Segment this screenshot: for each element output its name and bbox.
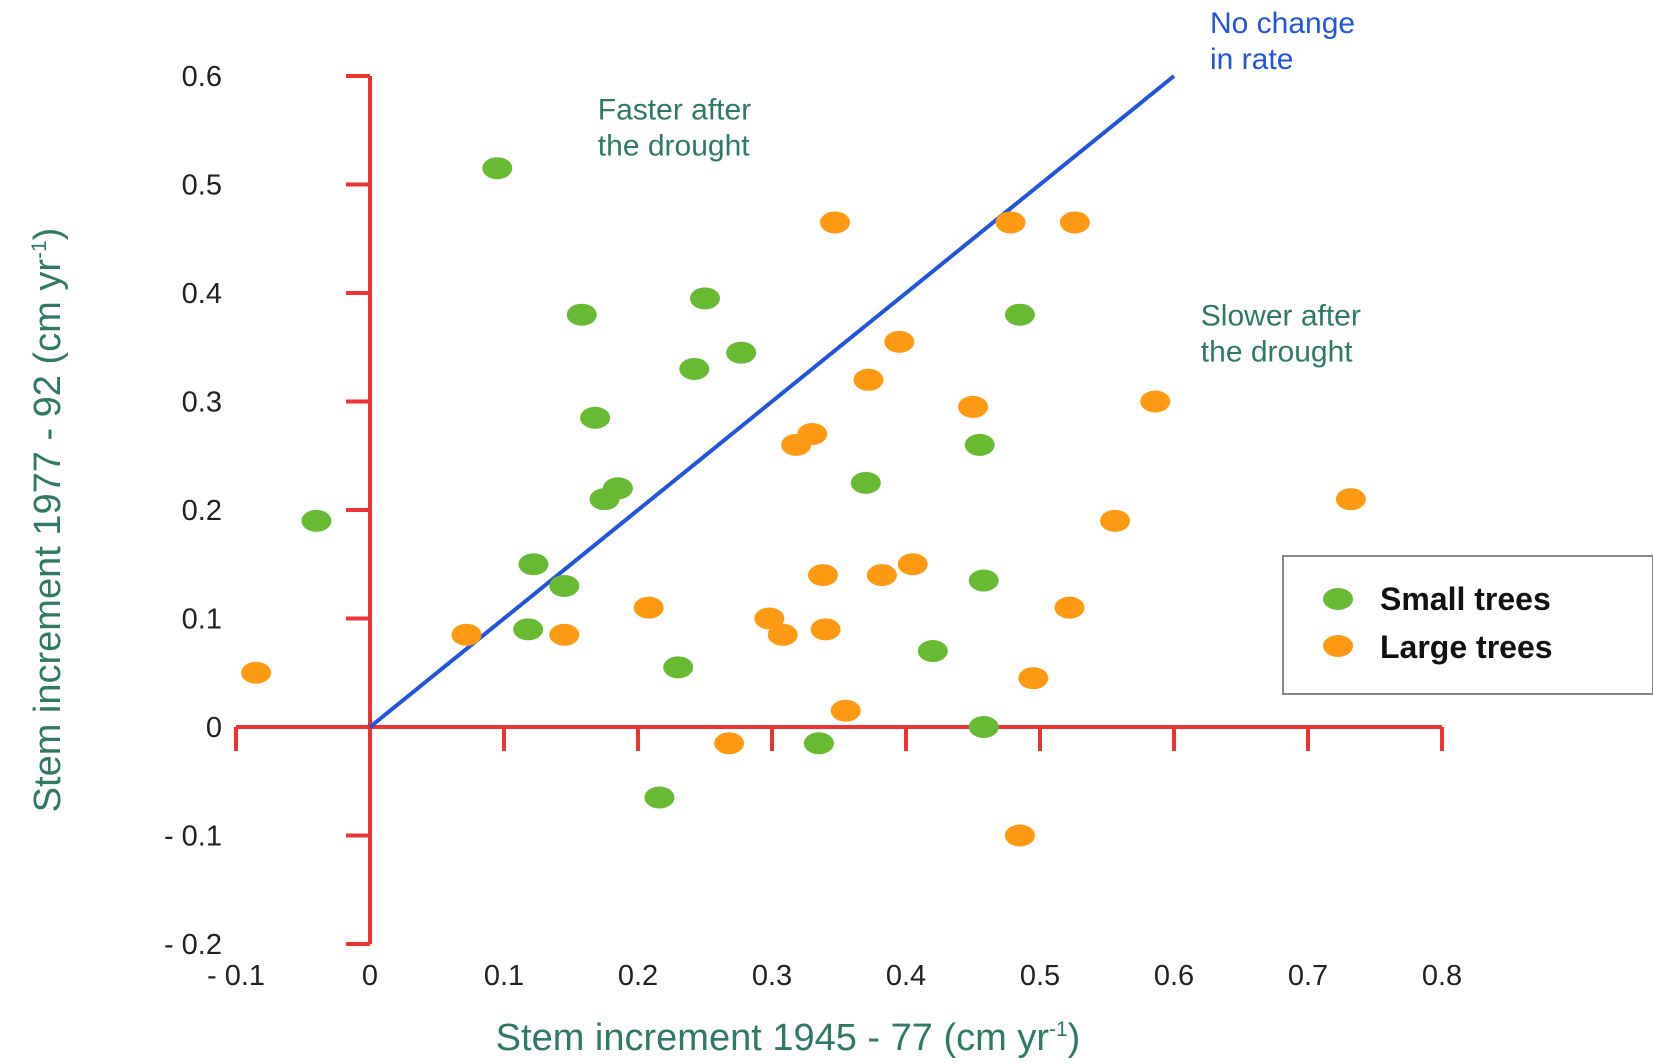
point-large-trees xyxy=(1004,824,1035,847)
legend-label-large-trees: Large trees xyxy=(1380,629,1553,665)
x-tick-label: 0.6 xyxy=(1154,960,1194,992)
point-large-trees xyxy=(797,423,828,446)
point-large-trees xyxy=(958,395,988,418)
point-large-trees xyxy=(451,623,482,646)
point-small-trees xyxy=(513,618,544,641)
annotations: Faster after the drought Slower after the d… xyxy=(598,93,1361,368)
data-points xyxy=(241,157,1366,847)
point-small-trees xyxy=(482,157,513,180)
point-large-trees xyxy=(1140,390,1171,413)
y-tick-label: 0.5 xyxy=(182,170,222,202)
point-small-trees xyxy=(850,471,881,494)
legend-marker-large-trees xyxy=(1323,635,1353,657)
point-large-trees xyxy=(1018,667,1049,690)
point-large-trees xyxy=(1335,488,1366,511)
x-tick-label: 0.3 xyxy=(752,960,792,992)
reference-line-label-line1: No change xyxy=(1210,7,1355,40)
y-tick-label: 0.4 xyxy=(182,278,222,310)
point-small-trees xyxy=(690,287,720,310)
point-small-trees xyxy=(566,303,597,326)
point-small-trees xyxy=(549,574,580,597)
y-axis-title: Stem increment 1977 - 92 (cm yr-1) xyxy=(27,228,69,813)
point-large-trees xyxy=(549,623,580,646)
y-tick-label: 0.6 xyxy=(182,61,222,93)
point-large-trees xyxy=(1100,509,1131,532)
legend: Small trees Large trees xyxy=(1282,555,1653,695)
point-large-trees xyxy=(884,330,915,353)
point-large-trees xyxy=(1059,211,1090,234)
y-tick-label: 0 xyxy=(206,712,222,744)
legend-box xyxy=(1282,555,1653,695)
point-large-trees xyxy=(866,564,897,587)
point-small-trees xyxy=(1004,303,1035,326)
point-small-trees xyxy=(803,732,834,755)
point-small-trees xyxy=(679,357,710,380)
point-large-trees xyxy=(819,211,850,234)
point-large-trees xyxy=(995,211,1026,234)
point-large-trees xyxy=(853,368,884,391)
point-large-trees xyxy=(714,732,745,755)
x-tick-label: 0.1 xyxy=(484,960,524,992)
legend-label-small-trees: Small trees xyxy=(1380,581,1551,617)
reference-line-label-line2: in rate xyxy=(1210,43,1293,76)
point-small-trees xyxy=(917,640,948,663)
x-tick-label: 0.8 xyxy=(1422,960,1462,992)
x-tick-label: 0 xyxy=(362,960,378,992)
point-small-trees xyxy=(644,786,675,809)
point-small-trees xyxy=(602,477,633,500)
point-small-trees xyxy=(968,716,999,738)
point-small-trees xyxy=(518,553,549,576)
reference-line-label: No change in rate xyxy=(1210,7,1363,76)
point-large-trees xyxy=(241,661,272,684)
y-tick-label: - 0.2 xyxy=(164,929,222,961)
point-small-trees xyxy=(726,341,757,364)
point-small-trees xyxy=(580,406,611,429)
y-tick-label: - 0.1 xyxy=(164,821,222,853)
point-small-trees xyxy=(968,569,999,592)
point-small-trees xyxy=(663,656,694,679)
point-large-trees xyxy=(767,623,798,646)
no-change-line xyxy=(368,74,1176,729)
x-tick-label: 0.7 xyxy=(1288,960,1328,992)
point-large-trees xyxy=(810,618,841,641)
point-large-trees xyxy=(633,596,664,619)
point-large-trees xyxy=(830,699,861,722)
x-tick-label: - 0.1 xyxy=(207,960,265,992)
point-large-trees xyxy=(754,607,785,630)
y-tick-label: 0.3 xyxy=(182,387,222,419)
reference-line-group xyxy=(368,74,1176,729)
point-large-trees xyxy=(807,564,838,587)
point-large-trees xyxy=(897,553,928,576)
axes: - 0.1 0 0.1 0.2 0.3 0.4 0.5 0.6 0.7 0.8 0.6 0.5 0.4 0… xyxy=(164,61,1462,992)
x-axis-title: Stem increment 1945 - 77 (cm yr-1) xyxy=(496,1017,1081,1059)
point-small-trees xyxy=(964,433,995,456)
annotation-slower: Slower after the drought xyxy=(1201,300,1361,369)
x-tick-label: 0.5 xyxy=(1020,960,1060,992)
legend-marker-small-trees xyxy=(1323,588,1353,610)
point-small-trees xyxy=(301,509,332,532)
x-tick-label: 0.2 xyxy=(618,960,658,992)
y-tick-label: 0.1 xyxy=(182,604,222,636)
point-large-trees xyxy=(1054,596,1085,619)
y-tick-label: 0.2 xyxy=(182,495,222,527)
x-tick-label: 0.4 xyxy=(886,960,926,992)
annotation-faster: Faster after the drought xyxy=(598,93,751,162)
